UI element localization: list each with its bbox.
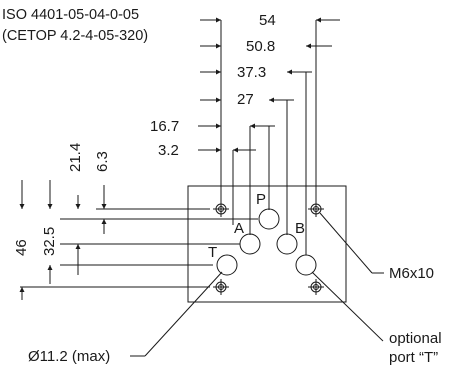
- port-b-circle: [276, 233, 298, 255]
- callout-port-diameter: Ø11.2 (max): [28, 348, 111, 365]
- port-label-t: T: [208, 244, 218, 261]
- port-p-circle: [258, 208, 280, 230]
- dim-label-3-2: 3.2: [158, 142, 179, 159]
- leader-optional-port: [311, 271, 384, 342]
- dim-label-46: 46: [13, 239, 30, 256]
- dim-label-32-5: 32.5: [41, 226, 58, 256]
- dim-label-54: 54: [259, 12, 276, 29]
- dim-label-16-7: 16.7: [150, 118, 180, 135]
- dim-label-6-3: 6.3: [94, 151, 111, 172]
- bolt-hole-top-right: [308, 201, 324, 217]
- dim-label-37-3: 37.3: [237, 64, 267, 81]
- standard-cetop-label: (CETOP 4.2-4-05-320): [2, 28, 149, 44]
- port-a-circle: [239, 233, 261, 255]
- port-label-p: P: [256, 191, 267, 208]
- port-t-circle: [216, 254, 238, 276]
- bolt-hole-top-left: [213, 201, 229, 217]
- bolt-hole-bottom-right: [308, 279, 324, 295]
- leader-bolt: [319, 212, 373, 274]
- callout-optional-line2: port “T”: [389, 349, 439, 366]
- dim-label-50-8: 50.8: [246, 38, 276, 55]
- leader-port-diameter: [144, 271, 223, 357]
- callout-bolt-size: M6x10: [389, 265, 435, 282]
- port-label-a: A: [234, 220, 245, 237]
- dim-label-27: 27: [237, 91, 254, 108]
- standard-iso-label: ISO 4401-05-04-0-05: [2, 7, 140, 23]
- callout-optional-line1: optional: [389, 330, 442, 347]
- port-label-b: B: [295, 220, 306, 237]
- port-t-optional-circle: [295, 254, 317, 276]
- dim-label-21-4: 21.4: [67, 142, 84, 172]
- bolt-hole-bottom-left: [213, 279, 229, 295]
